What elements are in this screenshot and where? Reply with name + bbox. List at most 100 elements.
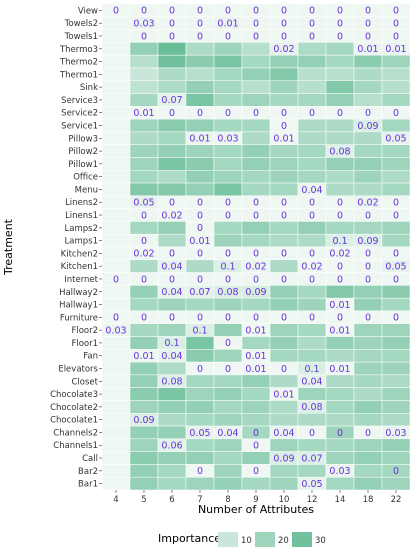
cell-value-label: 0: [281, 274, 287, 285]
heatmap-cell: [101, 349, 131, 363]
heatmap-cell: [213, 182, 243, 197]
heatmap-cell: [381, 221, 411, 235]
y-tick-label: Pillow2: [68, 147, 98, 157]
cell-value-label: 0.04: [301, 377, 322, 388]
cell-value-label: 0: [253, 466, 259, 477]
cell-value-label: 0: [225, 249, 231, 260]
heatmap-cell: [325, 131, 355, 145]
heatmap-cell: [241, 400, 271, 414]
cell-value-label: 0: [309, 6, 315, 17]
cell-value-label: 0.01: [329, 325, 350, 336]
heatmap-cells: [101, 3, 411, 491]
y-tick-label: Channels2: [53, 428, 98, 438]
cell-value-label: 0: [393, 249, 399, 260]
y-tick-label: Service1: [61, 122, 98, 132]
heatmap-cell: [101, 259, 131, 273]
cell-value-label: 0: [337, 108, 343, 119]
heatmap-cell: [269, 259, 299, 273]
heatmap-cell: [157, 400, 187, 414]
heatmap-cell: [213, 374, 243, 388]
heatmap-cell: [241, 476, 271, 491]
cell-value-label: 0: [141, 31, 147, 42]
cell-value-label: 0: [281, 108, 287, 119]
y-tick-label: Internet: [64, 275, 98, 285]
cell-value-label: 0: [169, 6, 175, 17]
cell-value-label: 0: [225, 313, 231, 324]
heatmap-cell: [381, 297, 411, 312]
heatmap-cell: [381, 80, 411, 94]
heatmap-cell: [325, 80, 355, 94]
heatmap-cell: [325, 182, 355, 197]
cell-value-label: 0.07: [161, 95, 182, 106]
heatmap-cell: [353, 387, 383, 401]
heatmap-cell: [157, 297, 187, 312]
y-tick-label: Towels2: [64, 19, 98, 29]
heatmap-cell: [269, 400, 299, 414]
y-tick-label: Fan: [83, 352, 98, 362]
heatmap-cell: [185, 80, 215, 94]
cell-value-label: 0.05: [385, 261, 406, 272]
heatmap-cell: [381, 323, 411, 337]
heatmap-cell: [269, 438, 299, 452]
heatmap-cell: [129, 42, 159, 56]
heatmap-cell: [381, 387, 411, 401]
cell-value-label: 0.01: [133, 351, 154, 362]
y-tick-label: Floor2: [71, 326, 98, 336]
y-tick-label: Lamps1: [65, 237, 98, 247]
legend-label: 10: [241, 536, 252, 546]
heatmap-cell: [297, 93, 327, 107]
heatmap-cell: [325, 438, 355, 452]
legend-label: 30: [315, 536, 326, 546]
heatmap-cell: [185, 387, 215, 401]
x-tick-label: 4: [113, 495, 118, 505]
heatmap-cell: [381, 54, 411, 69]
cell-value-label: 0.02: [133, 249, 154, 260]
heatmap-cell: [241, 451, 271, 465]
cell-value-label: 0: [365, 313, 371, 324]
heatmap-cell: [381, 349, 411, 363]
heatmap-cell: [101, 438, 131, 452]
heatmap-cell: [129, 336, 159, 350]
heatmap-cell: [241, 374, 271, 388]
heatmap-cell: [185, 118, 215, 133]
heatmap-cell: [101, 336, 131, 350]
heatmap-cell: [185, 413, 215, 427]
x-tick-labels: 4 5 6 7 8 9 10 12 14 18 22: [113, 490, 401, 505]
y-tick-label: Towels1: [64, 32, 98, 42]
heatmap-cell: [241, 387, 271, 401]
cell-value-label: 0.09: [357, 236, 378, 247]
y-tick-label: Sink: [80, 83, 98, 93]
y-tick-label: Pillow1: [68, 160, 98, 170]
heatmap-cell: [101, 131, 131, 145]
heatmap-cell: [353, 476, 383, 491]
cell-value-label: 0: [197, 274, 203, 285]
y-tick-label: Bar1: [78, 480, 98, 490]
cell-value-label: 0: [141, 210, 147, 221]
heatmap-cell: [101, 144, 131, 158]
heatmap-cell: [213, 118, 243, 133]
heatmap-cell: [325, 170, 355, 184]
cell-value-label: 0: [393, 274, 399, 285]
y-tick-label: Elevators: [58, 365, 98, 375]
heatmap-cell: [325, 157, 355, 171]
cell-value-label: 0.01: [385, 44, 406, 55]
cell-value-label: 0: [281, 249, 287, 260]
cell-value-label: 0.04: [161, 287, 182, 298]
cell-value-label: 0: [253, 428, 259, 439]
heatmap-cell: [185, 374, 215, 388]
cell-value-label: 0.03: [133, 18, 154, 29]
cell-value-label: 0: [337, 261, 343, 272]
heatmap-cell: [101, 285, 131, 299]
heatmap-cell: [129, 451, 159, 465]
heatmap-cell: [213, 67, 243, 81]
heatmap-cell: [325, 387, 355, 401]
heatmap-cell: [269, 182, 299, 197]
y-tick-label: View: [78, 6, 98, 16]
heatmap-cell: [353, 131, 383, 145]
cell-value-label: 0: [393, 466, 399, 477]
cell-value-label: 0.08: [301, 402, 322, 413]
cell-value-label: 0.01: [329, 300, 350, 311]
cell-value-label: 0.05: [189, 428, 210, 439]
heatmap-cell: [381, 374, 411, 388]
heatmap-cell: [185, 400, 215, 414]
